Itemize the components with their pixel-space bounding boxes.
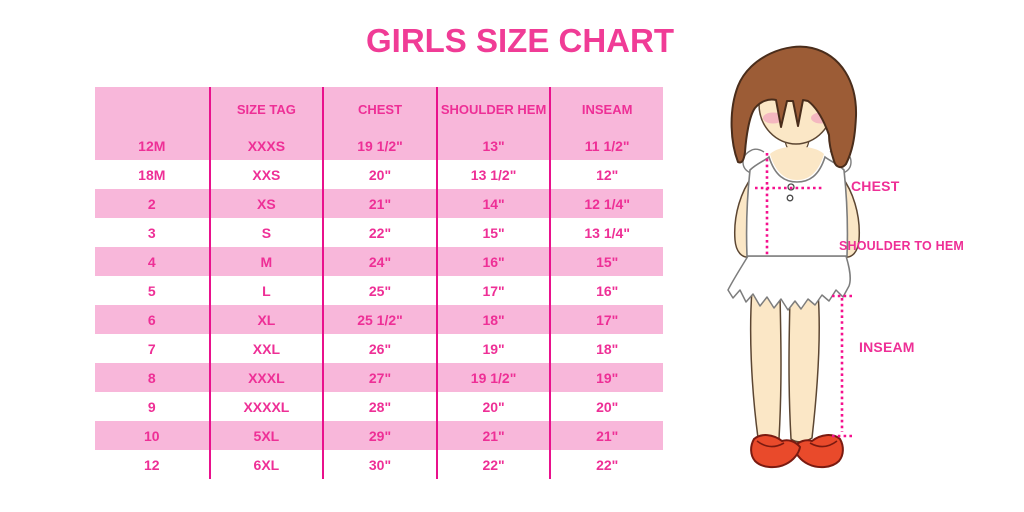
girl-chest-skin <box>770 146 824 180</box>
cell-size-tag: 6XL <box>208 450 323 479</box>
table-row: 10 5XL 29" 21" 21" <box>95 421 663 450</box>
table-header-row: SIZE TAG CHEST SHOULDER HEM INSEAM <box>95 87 663 131</box>
girl-left-leg <box>749 289 782 444</box>
table-row: 7 XXL 26" 19" 18" <box>95 334 663 363</box>
cell-shoulder-hem: 18" <box>435 305 550 334</box>
girl-illustration <box>727 45 861 469</box>
page-title: GIRLS SIZE CHART <box>365 22 674 59</box>
size-table: SIZE TAG CHEST SHOULDER HEM INSEAM 12M XX… <box>95 87 663 479</box>
header-cell-size-tag: SIZE TAG <box>208 87 323 131</box>
cell-inseam: 18" <box>549 334 663 363</box>
cell-size-tag: XXS <box>208 160 323 189</box>
cell-shoulder-hem: 21" <box>435 421 550 450</box>
cell-inseam: 21" <box>549 421 663 450</box>
cell-inseam: 11 1/2" <box>549 131 663 160</box>
girl-right-leg <box>788 291 820 443</box>
cell-shoulder-hem: 16" <box>435 247 550 276</box>
table-row: 9 XXXXL 28" 20" 20" <box>95 392 663 421</box>
girl-left-shoe-strap <box>756 440 785 448</box>
cell-size: 4 <box>147 253 156 270</box>
table-row: 18M XXS 20" 13 1/2" 12" <box>95 160 663 189</box>
cell-size: 9 <box>147 398 156 415</box>
header-cell-inseam: INSEAM <box>549 87 663 131</box>
inseam-label: INSEAM <box>859 339 915 355</box>
girl-top-button-2 <box>786 194 794 202</box>
cell-size-tag: XS <box>208 189 323 218</box>
cell-inseam: 13 1/4" <box>549 218 663 247</box>
table-row: 4 M 24" 16" 15" <box>95 247 663 276</box>
shoulder-to-hem-label: SHOULDER TO HEM <box>839 239 964 253</box>
header-cell-chest: CHEST <box>322 87 436 131</box>
girl-hair <box>730 45 858 169</box>
table-row: 12M XXXS 19 1/2" 13" 11 1/2" <box>95 131 663 160</box>
girl-right-shoe <box>792 434 844 469</box>
cell-chest: 25" <box>322 276 436 305</box>
table-row: 8 XXXL 27" 19 1/2" 19" <box>95 363 663 392</box>
cell-inseam: 17" <box>549 305 663 334</box>
cell-shoulder-hem: 19 1/2" <box>435 363 550 392</box>
cell-inseam: 12" <box>549 160 663 189</box>
cell-size-tag: S <box>208 218 323 247</box>
girl-left-shoe <box>750 434 802 469</box>
cell-shoulder-hem: 13" <box>435 131 550 160</box>
table-row: 3 S 22" 15" 13 1/4" <box>95 218 663 247</box>
chest-label: CHEST <box>851 178 900 194</box>
cell-inseam: 20" <box>549 392 663 421</box>
cell-shoulder-hem: 22" <box>435 450 550 479</box>
cell-chest: 22" <box>322 218 436 247</box>
cell-size-tag: L <box>208 276 323 305</box>
cell-chest: 30" <box>322 450 436 479</box>
header-cell-blank <box>95 87 209 131</box>
cell-size-tag: XXXS <box>208 131 323 160</box>
cell-size: 6 <box>147 311 156 328</box>
cell-size: 10 <box>144 427 160 444</box>
cell-chest: 29" <box>322 421 436 450</box>
cell-size: 3 <box>147 224 156 241</box>
cell-chest: 25 1/2" <box>322 305 436 334</box>
cell-chest: 19 1/2" <box>322 131 436 160</box>
cell-shoulder-hem: 13 1/2" <box>435 160 550 189</box>
cell-chest: 24" <box>322 247 436 276</box>
cell-size: 12 <box>144 456 160 473</box>
cell-size-tag: XL <box>208 305 323 334</box>
cell-size-tag: 5XL <box>208 421 323 450</box>
cell-inseam: 15" <box>549 247 663 276</box>
cell-inseam: 22" <box>549 450 663 479</box>
cell-shoulder-hem: 17" <box>435 276 550 305</box>
cell-size: 7 <box>147 340 156 357</box>
cell-size: 8 <box>147 369 156 386</box>
cell-inseam: 16" <box>549 276 663 305</box>
table-row: 2 XS 21" 14" 12 1/4" <box>95 189 663 218</box>
cell-size: 12M <box>138 137 166 154</box>
cell-size-tag: M <box>208 247 323 276</box>
cell-chest: 27" <box>322 363 436 392</box>
cell-chest: 20" <box>322 160 436 189</box>
table-row: 5 L 25" 17" 16" <box>95 276 663 305</box>
girl-skirt <box>727 255 851 311</box>
cell-chest: 28" <box>322 392 436 421</box>
header-cell-shoulder-hem: SHOULDER HEM <box>435 87 550 131</box>
cell-size: 2 <box>147 195 156 212</box>
cell-shoulder-hem: 15" <box>435 218 550 247</box>
cell-chest: 26" <box>322 334 436 363</box>
cell-shoulder-hem: 19" <box>435 334 550 363</box>
cell-inseam: 19" <box>549 363 663 392</box>
cell-chest: 21" <box>322 189 436 218</box>
girl-top <box>745 155 849 257</box>
cell-size-tag: XXL <box>208 334 323 363</box>
table-row: 12 6XL 30" 22" 22" <box>95 450 663 479</box>
cell-size-tag: XXXL <box>208 363 323 392</box>
cell-inseam: 12 1/4" <box>549 189 663 218</box>
table-row: 6 XL 25 1/2" 18" 17" <box>95 305 663 334</box>
cell-size-tag: XXXXL <box>208 392 323 421</box>
cell-shoulder-hem: 14" <box>435 189 550 218</box>
cell-size: 18M <box>138 166 166 183</box>
cell-size: 5 <box>147 282 156 299</box>
cell-shoulder-hem: 20" <box>435 392 550 421</box>
girl-right-shoe-strap <box>809 440 838 448</box>
